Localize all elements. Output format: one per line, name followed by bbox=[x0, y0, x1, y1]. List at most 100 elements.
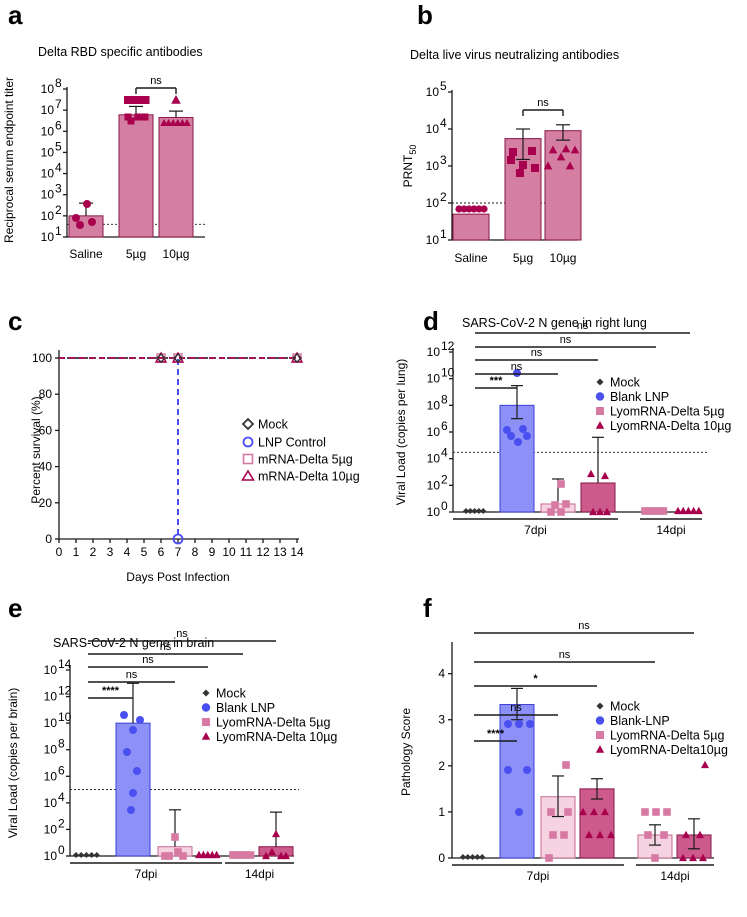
data-point bbox=[515, 720, 523, 728]
data-point bbox=[277, 851, 285, 860]
data-point bbox=[242, 851, 250, 859]
legend-label: LyomRNA-Delta 10µg bbox=[216, 730, 337, 744]
legend-marker bbox=[596, 731, 604, 739]
data-point bbox=[503, 426, 511, 434]
data-point bbox=[78, 852, 85, 858]
y-tick-exponent: 2 bbox=[441, 472, 448, 486]
y-tick-label: 10 bbox=[41, 167, 55, 181]
data-point bbox=[674, 506, 682, 515]
data-point bbox=[480, 508, 487, 514]
data-point bbox=[663, 808, 671, 816]
data-point bbox=[696, 830, 704, 839]
data-point bbox=[513, 369, 521, 377]
legend-label: LyomRNA-Delta 5µg bbox=[610, 405, 724, 419]
data-point bbox=[641, 507, 649, 515]
bar bbox=[258, 846, 294, 857]
y-tick-label: 10 bbox=[426, 159, 440, 173]
data-point bbox=[557, 480, 565, 488]
data-point bbox=[679, 506, 688, 515]
legend-marker-mrna10 bbox=[241, 469, 255, 481]
y-axis-label: Pathology Score bbox=[399, 708, 413, 796]
data-point bbox=[73, 852, 79, 858]
data-point bbox=[141, 113, 149, 121]
y-tick-exponent: 4 bbox=[441, 446, 448, 460]
data-point bbox=[557, 508, 565, 516]
bar bbox=[579, 788, 615, 859]
legend-marker bbox=[202, 689, 210, 697]
data-point bbox=[93, 852, 100, 858]
y-tick-label: 10 bbox=[427, 452, 441, 466]
x-tick-label: 5µg bbox=[126, 247, 146, 261]
panel-b-title: Delta live virus neutralizing antibodies bbox=[410, 48, 619, 62]
y-tick-label: 10 bbox=[41, 145, 55, 159]
data-point bbox=[523, 766, 531, 774]
panel-letter-e: e bbox=[8, 593, 22, 623]
panel-letter-d: d bbox=[423, 306, 439, 336]
y-tick-label: 10 bbox=[426, 196, 440, 210]
data-point bbox=[565, 161, 575, 170]
panel-letter-a: a bbox=[8, 0, 23, 30]
data-point bbox=[562, 500, 570, 508]
x-tick-label: 11 bbox=[240, 545, 253, 559]
y-axis-label: Reciprocal serum endpoint titer bbox=[2, 77, 16, 243]
data-point bbox=[689, 853, 697, 862]
y-tick-exponent: 12 bbox=[441, 339, 455, 353]
legend-label: LyomRNA-Delta 5µg bbox=[216, 716, 330, 730]
x-tick-label: Saline bbox=[69, 247, 103, 261]
panel-letter-c: c bbox=[8, 306, 22, 336]
data-point bbox=[504, 766, 512, 774]
y-tick-exponent: 10 bbox=[58, 710, 72, 724]
y-tick-label: 1 bbox=[438, 805, 445, 819]
y-tick-label: 0 bbox=[438, 851, 445, 865]
x-tick-label: 5µg bbox=[513, 251, 533, 265]
data-point bbox=[514, 438, 522, 446]
x-tick-label: 4 bbox=[124, 545, 131, 559]
y-tick-exponent: 12 bbox=[58, 684, 72, 698]
y-tick-label: 10 bbox=[44, 690, 58, 704]
y-axis-label-main: PRNT bbox=[401, 154, 415, 187]
x-tick-label: 6 bbox=[158, 545, 165, 559]
y-tick-exponent: 10 bbox=[441, 366, 455, 380]
data-point bbox=[246, 851, 255, 859]
y-tick-label: 2 bbox=[438, 759, 445, 773]
x-tick-label: 14 bbox=[290, 545, 304, 559]
y-tick-label: 40 bbox=[39, 460, 53, 474]
data-point bbox=[659, 507, 668, 515]
group-label: 14dpi bbox=[660, 869, 689, 883]
bar bbox=[452, 213, 490, 241]
y-axis-label: Viral Load (copies per lung) bbox=[394, 359, 408, 506]
marker-mock bbox=[156, 353, 166, 363]
data-point bbox=[465, 205, 473, 213]
data-point bbox=[701, 760, 709, 769]
group-label: 14dpi bbox=[245, 867, 274, 881]
data-point bbox=[519, 425, 527, 433]
legend-label: mRNA-Delta 5µg bbox=[258, 453, 353, 467]
y-tick-exponent: 8 bbox=[55, 76, 62, 90]
marker-lnp bbox=[172, 533, 184, 545]
data-point bbox=[460, 854, 466, 860]
data-point bbox=[570, 145, 580, 154]
data-point bbox=[183, 119, 191, 126]
data-point bbox=[72, 214, 80, 222]
data-point bbox=[547, 508, 555, 516]
y-axis-label-subscript: 50 bbox=[408, 145, 418, 155]
legend-label: LyomRNA-Delta 5µg bbox=[610, 729, 724, 743]
data-point bbox=[579, 807, 587, 816]
data-point bbox=[585, 830, 593, 839]
data-point bbox=[129, 789, 137, 797]
data-point bbox=[88, 852, 95, 858]
y-tick-exponent: 6 bbox=[58, 763, 65, 777]
data-point bbox=[463, 508, 469, 514]
legend-marker-mrna5 bbox=[242, 453, 254, 465]
data-point bbox=[641, 808, 649, 816]
y-tick-exponent: 7 bbox=[55, 97, 62, 111]
data-point bbox=[560, 831, 568, 839]
data-point bbox=[460, 205, 468, 213]
y-tick-label: 10 bbox=[44, 663, 58, 677]
data-point bbox=[526, 720, 534, 728]
data-point bbox=[644, 831, 652, 839]
data-point bbox=[660, 831, 668, 839]
y-tick-label: 3 bbox=[438, 713, 445, 727]
